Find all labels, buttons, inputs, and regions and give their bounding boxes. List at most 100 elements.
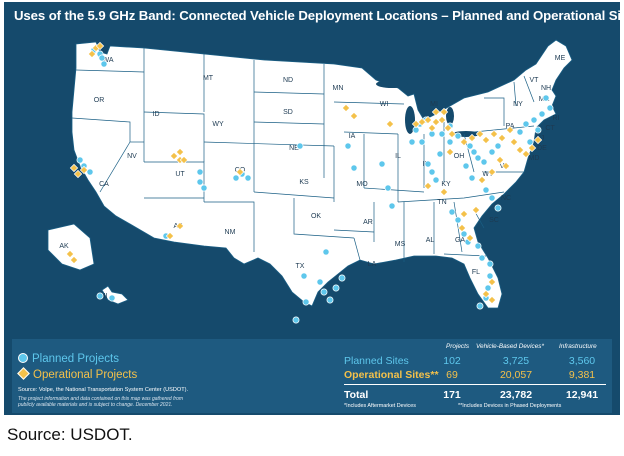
planned-site-marker — [292, 316, 300, 324]
planned-site-marker — [468, 174, 476, 182]
operational-site-marker — [443, 123, 453, 133]
planned-site-marker — [530, 116, 538, 124]
planned-site-marker — [480, 158, 488, 166]
operational-site-marker — [87, 49, 97, 59]
footnote-aftermarket: *Includes Aftermarket Devices — [344, 403, 416, 409]
state-border — [473, 125, 535, 133]
state-label-ok: OK — [311, 213, 321, 220]
planned-site-marker — [196, 168, 204, 176]
planned-site-marker — [424, 160, 432, 168]
state-label-ri: RI — [553, 115, 560, 122]
hawaii-landmass — [101, 285, 129, 305]
operational-marker-icon — [17, 367, 30, 380]
row-planned-projects: 102 — [443, 355, 461, 367]
operational-site-marker — [235, 167, 245, 177]
planned-site-marker — [316, 278, 324, 286]
state-border — [333, 229, 375, 233]
alaska-landmass — [47, 223, 95, 271]
operational-site-marker — [95, 41, 105, 51]
planned-site-marker — [538, 110, 546, 118]
state-border — [363, 187, 425, 193]
planned-marker-icon — [18, 353, 28, 363]
state-border — [513, 81, 517, 107]
operational-site-marker — [439, 187, 449, 197]
col-header-vehicle: Vehicle-Based Devices* — [476, 343, 544, 350]
planned-site-marker — [436, 150, 444, 158]
operational-site-marker — [533, 135, 543, 145]
land-layer — [47, 39, 573, 309]
planned-site-marker — [296, 142, 304, 150]
state-label-md: MD — [529, 155, 540, 162]
state-label-ct: CT — [545, 125, 555, 132]
row-total-vehicle: 23,782 — [499, 389, 533, 401]
operational-site-marker — [501, 161, 511, 171]
planned-site-marker — [100, 60, 108, 68]
state-label-nc: NC — [501, 195, 511, 202]
col-header-projects: Projects — [446, 343, 470, 350]
planned-site-marker — [476, 302, 484, 310]
planned-site-marker — [534, 126, 542, 134]
planned-site-marker — [244, 174, 252, 182]
map-panel: WAORIDMTNDSDMNWIMINYMEVTNHMARICTNJPADEMD… — [4, 2, 620, 415]
planned-site-marker — [332, 284, 340, 292]
row-operational-vehicle: 20,057 — [499, 369, 533, 381]
planned-site-marker — [196, 178, 204, 186]
operational-site-marker — [477, 175, 487, 185]
planned-site-marker — [300, 272, 308, 280]
planned-site-marker — [200, 184, 208, 192]
operational-site-marker — [515, 145, 525, 155]
state-label-tx: TX — [296, 263, 305, 270]
state-label-id: ID — [153, 111, 160, 118]
state-label-ny: NY — [513, 101, 523, 108]
state-label-mn: MN — [333, 85, 344, 92]
planned-site-marker — [418, 138, 426, 146]
operational-site-marker — [79, 165, 89, 175]
operational-site-marker — [423, 115, 433, 125]
planned-site-marker — [486, 272, 494, 280]
operational-site-marker — [165, 231, 175, 241]
state-label-il: IL — [395, 153, 401, 160]
operational-site-marker — [495, 155, 505, 165]
planned-site-marker — [494, 204, 502, 212]
operational-site-marker — [487, 167, 497, 177]
operational-site-marker — [447, 129, 457, 139]
operational-site-marker — [471, 205, 481, 215]
state-label-tn: TN — [437, 199, 446, 206]
operational-site-marker — [465, 233, 475, 243]
state-border — [523, 75, 535, 103]
row-operational-projects: 69 — [446, 369, 458, 381]
lake-huron — [446, 107, 454, 125]
operational-site-marker — [437, 115, 447, 125]
planned-site-marker — [326, 296, 334, 304]
operational-site-marker — [497, 133, 507, 143]
state-label-nh: NH — [541, 85, 551, 92]
state-border — [75, 69, 145, 73]
state-border — [253, 121, 325, 125]
operational-site-marker — [175, 221, 185, 231]
planned-site-marker — [344, 142, 352, 150]
row-total-label: Total — [344, 389, 369, 401]
state-border — [71, 117, 131, 142]
state-border — [453, 201, 463, 253]
lake-michigan — [405, 106, 415, 134]
operational-site-marker — [489, 129, 499, 139]
planned-site-marker — [446, 138, 454, 146]
state-label-mo: MO — [356, 181, 368, 188]
state-border — [204, 201, 255, 252]
footnote-phased: **Includes Devices in Phased Deployments — [458, 403, 562, 409]
planned-site-marker — [460, 230, 468, 238]
state-border — [397, 191, 505, 203]
state-label-mt: MT — [203, 75, 214, 82]
operational-site-marker — [457, 223, 467, 233]
planned-site-marker — [494, 142, 502, 150]
planned-site-marker — [462, 162, 470, 170]
operational-site-marker — [341, 103, 351, 113]
operational-site-marker — [423, 181, 433, 191]
operational-site-marker — [385, 119, 395, 129]
state-label-wa: WA — [102, 57, 113, 64]
operational-site-marker — [505, 125, 515, 135]
operational-site-marker — [467, 133, 477, 143]
row-total-infra: 12,941 — [565, 389, 599, 401]
planned-site-marker — [482, 186, 490, 194]
planned-site-marker — [526, 138, 534, 146]
